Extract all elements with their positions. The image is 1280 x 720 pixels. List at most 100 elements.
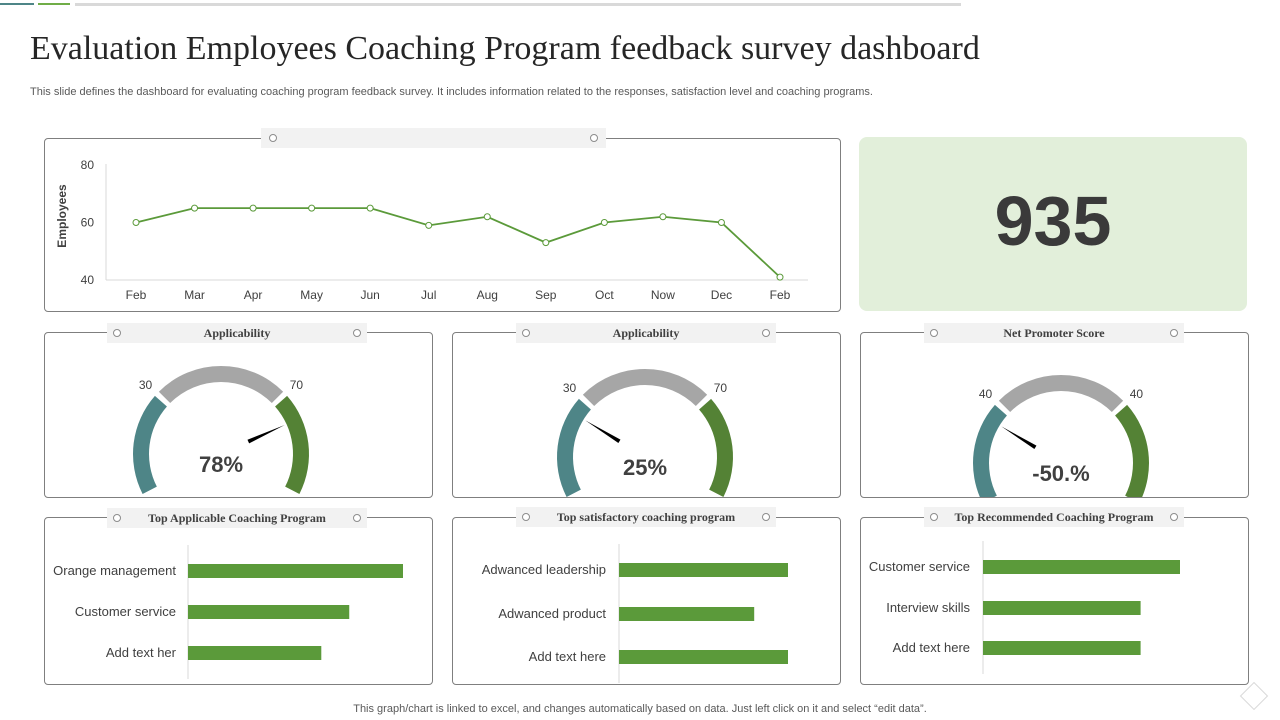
- bar: [983, 601, 1141, 615]
- tab-handle-icon: [1170, 513, 1178, 521]
- footer-note: This graph/chart is linked to excel, and…: [353, 703, 927, 715]
- employees-line-chart[interactable]: 40 60 80 Employees Feb Mar Apr May Jun Jul Aug Sep O…: [44, 138, 840, 311]
- gauge-tab-3: Net Promoter Score: [924, 323, 1184, 343]
- data-point: [425, 221, 433, 229]
- data-point: [132, 219, 140, 226]
- gauge-panel-2[interactable]: [452, 332, 841, 498]
- gauge-high-segment: [275, 395, 309, 494]
- top-accent-teal: [0, 3, 34, 5]
- bar-category-label: Add text here: [893, 640, 970, 655]
- y-tick-label: 40: [81, 273, 95, 287]
- bar-tab-3: Top Recommended Coaching Program: [924, 507, 1184, 527]
- y-axis-label: Employees: [55, 184, 69, 248]
- tab-handle-icon: [522, 329, 530, 337]
- tab-handle-icon: [353, 329, 361, 337]
- x-tick-label: Dec: [711, 288, 732, 302]
- bar-chart-title: Top satisfactory coaching program: [556, 510, 736, 524]
- gauge-needle: [1001, 426, 1037, 450]
- tab-handle-icon: [762, 329, 770, 337]
- bar: [983, 641, 1141, 655]
- x-tick-label: Oct: [595, 288, 614, 302]
- y-tick-label: 80: [81, 158, 95, 172]
- tab-handle-icon: [762, 513, 770, 521]
- bar-tab-2: Top satisfactory coaching program: [516, 507, 776, 527]
- tab-handle-icon: [1170, 329, 1178, 337]
- bar: [619, 607, 755, 621]
- x-tick-label: Jun: [361, 288, 380, 302]
- gauge-mid-segment: [582, 369, 708, 407]
- data-point: [776, 273, 784, 281]
- data-point: [600, 219, 608, 226]
- kpi-value: 935: [994, 182, 1112, 260]
- tab-handle-icon: [113, 329, 121, 337]
- top-applicable-bar-chart[interactable]: Orange management Customer service Add tex…: [44, 517, 432, 684]
- data-point: [542, 239, 550, 247]
- gauge-value-label: 78%: [199, 452, 243, 477]
- tab-handle-icon: [930, 329, 938, 337]
- gauge-high-segment: [699, 398, 733, 497]
- x-tick-label: May: [300, 288, 323, 302]
- page-title: Evaluation Employees Coaching Program fe…: [30, 30, 980, 67]
- y-tick-label: 60: [81, 216, 95, 230]
- gauge-needle: [247, 424, 285, 444]
- bar-category-label: Customer service: [75, 604, 176, 619]
- tab-handle-icon: [590, 134, 598, 142]
- gauge-title: Applicability: [612, 326, 680, 340]
- gauge-tab-1: Applicability: [107, 323, 367, 343]
- kpi-card: 935: [859, 137, 1247, 311]
- x-tick-label: Aug: [477, 288, 498, 302]
- bar-chart-title: Top Applicable Coaching Program: [148, 511, 326, 525]
- top-recommended-bar-chart[interactable]: Customer service Interview skills Add text…: [860, 517, 1248, 684]
- gauge-value-label: 25%: [623, 455, 667, 480]
- net-promoter-gauge[interactable]: -50.%04040100: [860, 332, 1248, 497]
- line-chart-panel[interactable]: [44, 138, 841, 312]
- tab-handle-icon: [353, 514, 361, 522]
- gauge-needle: [585, 420, 621, 444]
- gauge-panel-1[interactable]: [44, 332, 433, 498]
- bar-tab-1: Top Applicable Coaching Program: [107, 508, 367, 528]
- bar-category-label: Add text her: [106, 645, 177, 660]
- top-satisfactory-bar-chart[interactable]: Adwanced leadership Adwanced product Add t…: [452, 517, 840, 684]
- data-point: [483, 213, 491, 221]
- applicability-gauge-1[interactable]: 78%03070100: [44, 332, 432, 497]
- top-accent-gray: [75, 3, 961, 6]
- x-tick-label: Now: [651, 288, 675, 302]
- gauge-mid-segment: [158, 366, 284, 404]
- gauge-low-label: 40: [979, 387, 993, 401]
- x-tick-label: Sep: [535, 288, 557, 302]
- bar-chart-title: Top Recommended Coaching Program: [954, 510, 1154, 524]
- applicability-gauge-2[interactable]: 25%03070100: [452, 332, 840, 497]
- gauge-low-label: 30: [139, 378, 153, 392]
- x-tick-label: Mar: [184, 288, 205, 302]
- bar: [188, 564, 403, 578]
- tab-handle-icon: [522, 513, 530, 521]
- page-subtitle: This slide defines the dashboard for eva…: [30, 86, 873, 98]
- bar: [983, 560, 1180, 574]
- bar: [619, 650, 788, 664]
- line-chart-tab: [261, 128, 606, 148]
- bar-category-label: Adwanced product: [498, 606, 606, 621]
- tab-handle-icon: [269, 134, 277, 142]
- gauge-mid-segment: [998, 375, 1124, 413]
- bar-category-label: Customer service: [869, 559, 970, 574]
- data-point: [249, 204, 257, 212]
- bar: [188, 646, 322, 660]
- gauge-low-segment: [973, 404, 1007, 497]
- bar-category-label: Adwanced leadership: [482, 562, 606, 577]
- gauge-low-segment: [133, 395, 167, 494]
- tab-handle-icon: [113, 514, 121, 522]
- gauge-high-label: 70: [290, 378, 304, 392]
- x-tick-label: Feb: [770, 288, 791, 302]
- gauge-low-segment: [557, 398, 591, 497]
- gauge-value-label: -50.%: [1032, 461, 1089, 486]
- gauge-high-label: 70: [714, 381, 728, 395]
- bar: [188, 605, 350, 619]
- bar: [619, 563, 788, 577]
- x-tick-label: Jul: [421, 288, 436, 302]
- top-accent-green: [38, 3, 70, 5]
- x-tick-label: Feb: [126, 288, 147, 302]
- gauge-high-segment: [1115, 404, 1149, 497]
- tab-handle-icon: [930, 513, 938, 521]
- data-point: [191, 204, 199, 212]
- x-tick-label: Apr: [244, 288, 263, 302]
